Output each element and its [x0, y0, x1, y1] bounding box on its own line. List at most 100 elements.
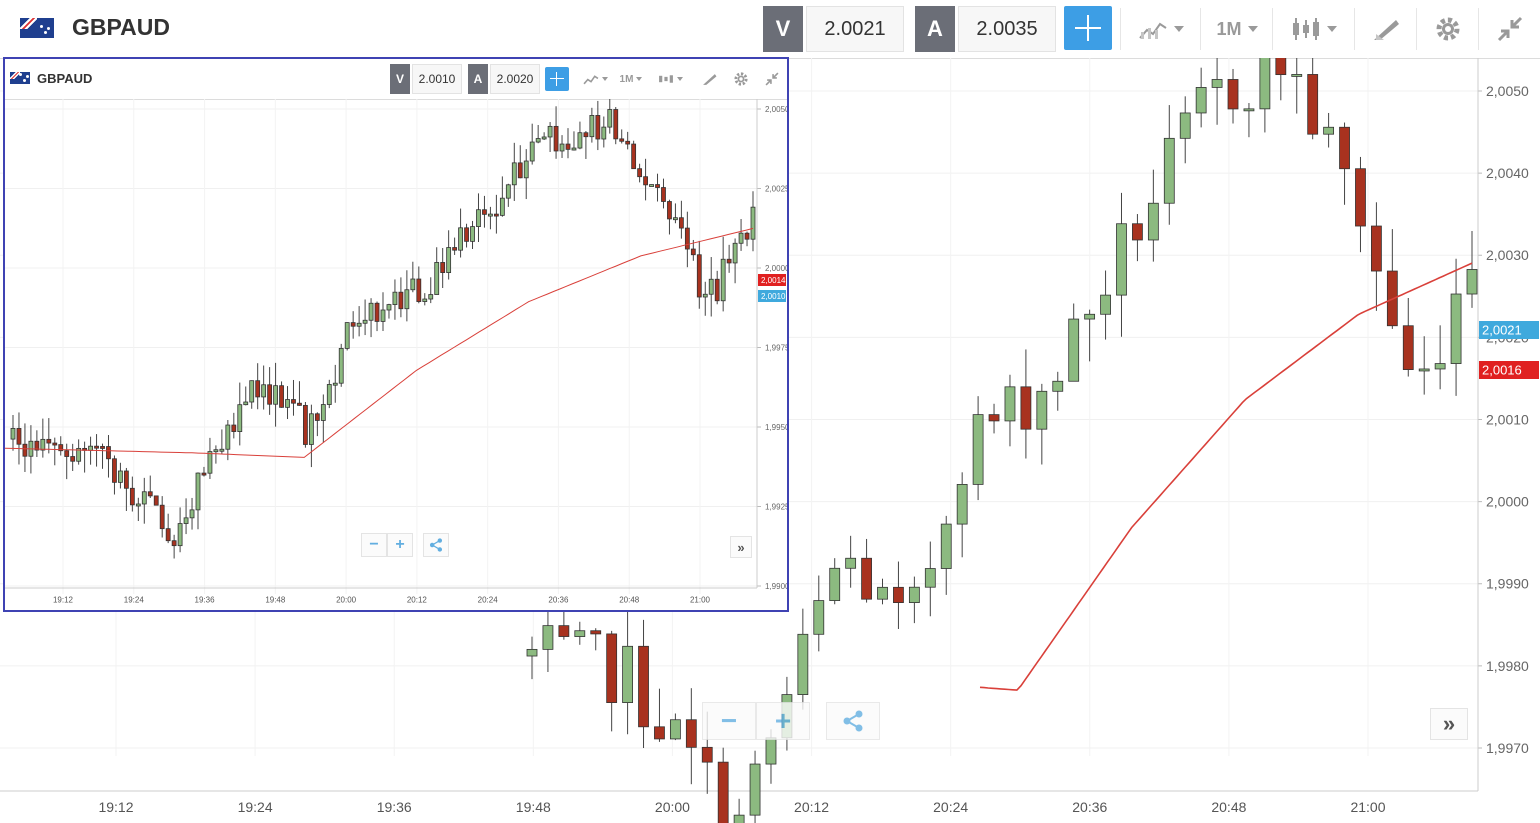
candle-down: [64, 450, 70, 457]
candle-down: [517, 162, 523, 179]
chevron-down-icon: [636, 77, 643, 81]
candle-down: [701, 746, 713, 763]
inset-zoom-out-button[interactable]: −: [361, 533, 387, 557]
candle-down: [231, 424, 237, 432]
candle-down: [661, 187, 666, 202]
candle-down: [1402, 325, 1414, 370]
candle-up: [732, 242, 738, 264]
candle-down: [558, 625, 570, 637]
candle-down: [643, 176, 648, 186]
draw-tools-button[interactable]: [1354, 8, 1417, 50]
chart-type-button[interactable]: [1120, 8, 1201, 50]
price-tick-label: 1,9900: [765, 582, 787, 591]
candle-down: [464, 227, 469, 242]
crosshair-icon[interactable]: [1064, 6, 1112, 50]
sell-price-tag: [758, 290, 786, 302]
inset-chart-type-button[interactable]: [577, 65, 613, 93]
candle-up: [118, 470, 123, 483]
indicators-button[interactable]: [1272, 8, 1355, 50]
candle-down: [726, 258, 732, 264]
time-tick-label: 20:00: [655, 799, 690, 815]
candle-down: [988, 414, 1000, 422]
candle-up: [574, 630, 586, 637]
candle-down: [493, 213, 499, 217]
inset-expand-button[interactable]: »: [730, 536, 752, 558]
candle-up: [845, 557, 857, 569]
inset-share-button[interactable]: [423, 533, 449, 557]
zoom-in-button[interactable]: +: [756, 702, 810, 740]
chevron-down-icon: [1247, 26, 1258, 32]
inset-sell-label[interactable]: V: [390, 64, 410, 94]
main-sell-price[interactable]: 2.0021: [806, 6, 904, 52]
inset-collapse-button[interactable]: [759, 65, 785, 93]
candle-up: [338, 348, 344, 384]
inset-indicators-button[interactable]: [651, 65, 689, 93]
main-buy-price[interactable]: 2.0035: [958, 6, 1056, 52]
price-tick-label: 2,0030: [1486, 247, 1529, 263]
zoom-out-button[interactable]: −: [702, 702, 756, 740]
main-buy-label[interactable]: A: [915, 6, 955, 52]
inset-buy-price[interactable]: 2.0020: [490, 64, 540, 94]
time-tick-label: 20:48: [619, 595, 640, 604]
candle-down: [112, 458, 117, 483]
timeframe-button[interactable]: 1M: [1200, 8, 1273, 50]
candle-down: [678, 217, 684, 229]
main-expand-button[interactable]: »: [1430, 708, 1468, 740]
settings-button[interactable]: [1416, 8, 1479, 50]
candle-up: [189, 509, 195, 519]
time-tick-label: 19:48: [265, 595, 286, 604]
candle-up: [908, 586, 920, 604]
sell-price-tag-label: 2,0010: [761, 292, 786, 301]
candle-down: [159, 504, 165, 530]
time-tick-label: 19:12: [98, 799, 133, 815]
candle-up: [1004, 386, 1016, 422]
candles-icon: [658, 75, 673, 83]
inset-candlestick-chart[interactable]: 2,0050 2,0025 2,0000 1,9975 1,9950 1,9925 1,99…: [5, 99, 787, 610]
candle-down: [861, 557, 872, 600]
candle-down: [291, 399, 296, 404]
candle-down: [452, 247, 458, 251]
candle-up: [589, 115, 595, 138]
candle-down: [595, 115, 601, 140]
candle-down: [744, 232, 750, 240]
ma-value-tag-label: 2,0016: [1482, 363, 1522, 378]
flag-gb-au-icon: [20, 18, 54, 38]
inset-buy-label[interactable]: A: [468, 64, 488, 94]
candle-up: [1068, 318, 1080, 382]
candle-up: [547, 125, 553, 138]
candle-down: [350, 322, 356, 327]
candle-down: [52, 442, 58, 446]
collapse-button[interactable]: [1478, 8, 1540, 50]
share-button[interactable]: [826, 702, 880, 740]
inset-zoom-in-button[interactable]: +: [387, 533, 413, 557]
inset-timeframe-button[interactable]: 1M: [615, 65, 647, 93]
candle-up: [261, 384, 267, 398]
candle-up: [1052, 380, 1064, 392]
crosshair-icon[interactable]: [545, 67, 569, 91]
inset-settings-button[interactable]: [727, 65, 755, 93]
candle-up: [1179, 112, 1191, 139]
candle-up: [1259, 58, 1271, 110]
candle-down: [100, 446, 105, 449]
candle-down: [1307, 74, 1319, 135]
candle-up: [285, 399, 290, 408]
inset-sell-price[interactable]: 2.0010: [412, 64, 462, 94]
candle-down: [1339, 126, 1350, 170]
candle-down: [631, 143, 637, 170]
time-tick-label: 19:24: [124, 595, 145, 604]
candle-up: [1434, 363, 1446, 370]
candle-up: [1466, 269, 1478, 295]
inset-draw-tools-button[interactable]: [695, 65, 723, 93]
candle-up: [797, 633, 809, 695]
candle-down: [625, 140, 631, 145]
candle-up: [1291, 74, 1303, 77]
price-tick-label: 2,0050: [765, 105, 787, 114]
candle-up: [488, 213, 493, 217]
candle-up: [765, 737, 777, 765]
candle-up: [972, 414, 984, 485]
candle-up: [622, 645, 633, 703]
candle-up: [368, 302, 374, 321]
candle-up: [344, 322, 350, 349]
main-sell-label[interactable]: V: [763, 6, 803, 52]
time-tick-label: 20:12: [407, 595, 428, 604]
